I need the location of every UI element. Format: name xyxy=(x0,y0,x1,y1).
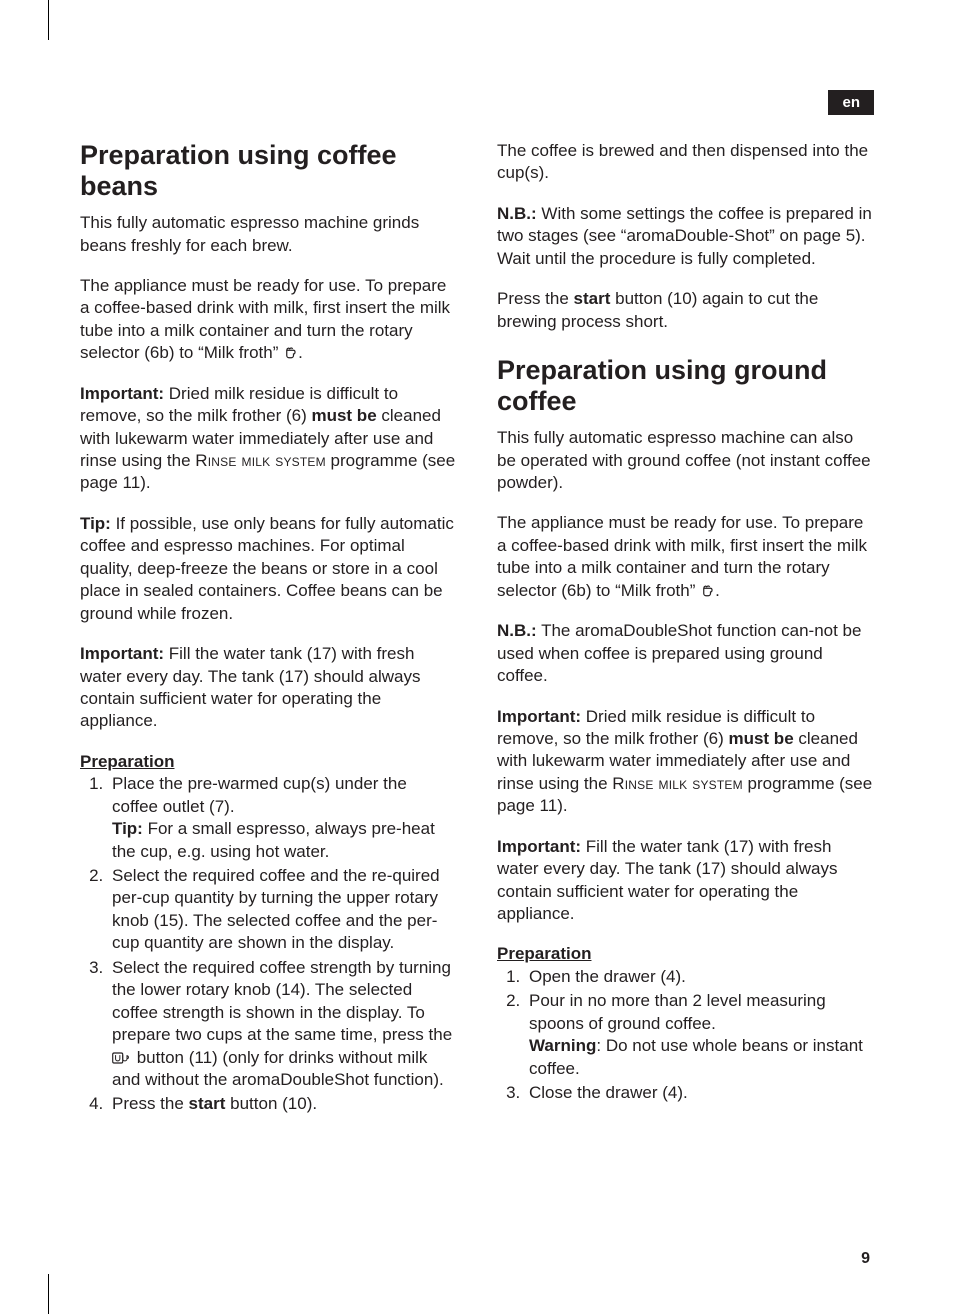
list-item: Select the required coffee and the re-qu… xyxy=(108,865,457,955)
list-item: Pour in no more than 2 level measuring s… xyxy=(525,990,874,1080)
text: If possible, use only beans for fully au… xyxy=(80,514,454,623)
list-item: Close the drawer (4). xyxy=(525,1082,874,1104)
page-number: 9 xyxy=(861,1250,870,1268)
label-nb: N.B.: xyxy=(497,621,537,640)
text: For a small espresso, always pre-heat th… xyxy=(112,819,435,860)
text: Pour in no more than 2 level measuring s… xyxy=(529,991,826,1032)
text: Place the pre-warmed cup(s) under the co… xyxy=(112,774,407,815)
subheading-preparation: Preparation xyxy=(80,751,457,773)
body-text: Press the start button (10) again to cut… xyxy=(497,288,874,333)
page-columns: Preparation using coffee beans This full… xyxy=(80,140,874,1134)
body-text: Important: Fill the water tank (17) with… xyxy=(497,836,874,926)
body-text: The coffee is brewed and then dispensed … xyxy=(497,140,874,185)
heading-prep-beans: Preparation using coffee beans xyxy=(80,140,457,202)
label-important: Important: xyxy=(80,644,164,663)
label-tip: Tip: xyxy=(112,819,143,838)
body-text: The appliance must be ready for use. To … xyxy=(497,512,874,602)
left-column: Preparation using coffee beans This full… xyxy=(80,140,457,1134)
label-important: Important: xyxy=(497,707,581,726)
text: Select the required coffee strength by t… xyxy=(112,958,452,1044)
smallcaps: Rinse milk system xyxy=(612,774,742,793)
list-item: Place the pre-warmed cup(s) under the co… xyxy=(108,773,457,863)
crop-mark xyxy=(48,0,49,40)
text: button (11) (only for drinks without mil… xyxy=(112,1048,444,1089)
button-label-start: start xyxy=(574,289,611,308)
language-tab: en xyxy=(828,90,874,115)
label-nb: N.B.: xyxy=(497,204,537,223)
body-text: Tip: If possible, use only beans for ful… xyxy=(80,513,457,625)
body-text: Important: Dried milk residue is difficu… xyxy=(80,383,457,495)
crop-mark xyxy=(48,1274,49,1314)
two-cups-icon xyxy=(112,1051,132,1065)
body-text: N.B.: With some settings the coffee is p… xyxy=(497,203,874,270)
body-text: The appliance must be ready for use. To … xyxy=(80,275,457,365)
text: The appliance must be ready for use. To … xyxy=(497,513,867,599)
body-text: Important: Dried milk residue is difficu… xyxy=(497,706,874,818)
milk-froth-icon xyxy=(283,345,298,360)
body-text: This fully automatic espresso machine gr… xyxy=(80,212,457,257)
text: button (10). xyxy=(225,1094,317,1113)
preparation-steps: Place the pre-warmed cup(s) under the co… xyxy=(80,773,457,1116)
text: The appliance must be ready for use. To … xyxy=(80,276,450,362)
preparation-steps: Open the drawer (4). Pour in no more tha… xyxy=(497,966,874,1105)
list-item: Open the drawer (4). xyxy=(525,966,874,988)
text: The aromaDoubleShot function can-not be … xyxy=(497,621,861,685)
text: Preparation xyxy=(80,752,174,771)
body-text: Important: Fill the water tank (17) with… xyxy=(80,643,457,733)
label-warning: Warning xyxy=(529,1036,596,1055)
text: Press the xyxy=(497,289,574,308)
right-column: The coffee is brewed and then dispensed … xyxy=(497,140,874,1134)
emphasis: must be xyxy=(728,729,793,748)
smallcaps: Rinse milk system xyxy=(195,451,325,470)
label-important: Important: xyxy=(80,384,164,403)
text: . xyxy=(298,343,303,362)
text: With some settings the coffee is prepare… xyxy=(497,204,872,268)
label-important: Important: xyxy=(497,837,581,856)
text: . xyxy=(715,581,720,600)
heading-prep-ground: Preparation using ground coffee xyxy=(497,355,874,417)
label-tip: Tip: xyxy=(80,514,111,533)
text: Preparation xyxy=(497,944,591,963)
emphasis: must be xyxy=(311,406,376,425)
text: Press the xyxy=(112,1094,189,1113)
milk-froth-icon xyxy=(700,583,715,598)
body-text: This fully automatic espresso machine ca… xyxy=(497,427,874,494)
list-item: Press the start button (10). xyxy=(108,1093,457,1115)
body-text: N.B.: The aromaDoubleShot function can-n… xyxy=(497,620,874,687)
subheading-preparation: Preparation xyxy=(497,943,874,965)
list-item: Select the required coffee strength by t… xyxy=(108,957,457,1092)
button-label-start: start xyxy=(189,1094,226,1113)
